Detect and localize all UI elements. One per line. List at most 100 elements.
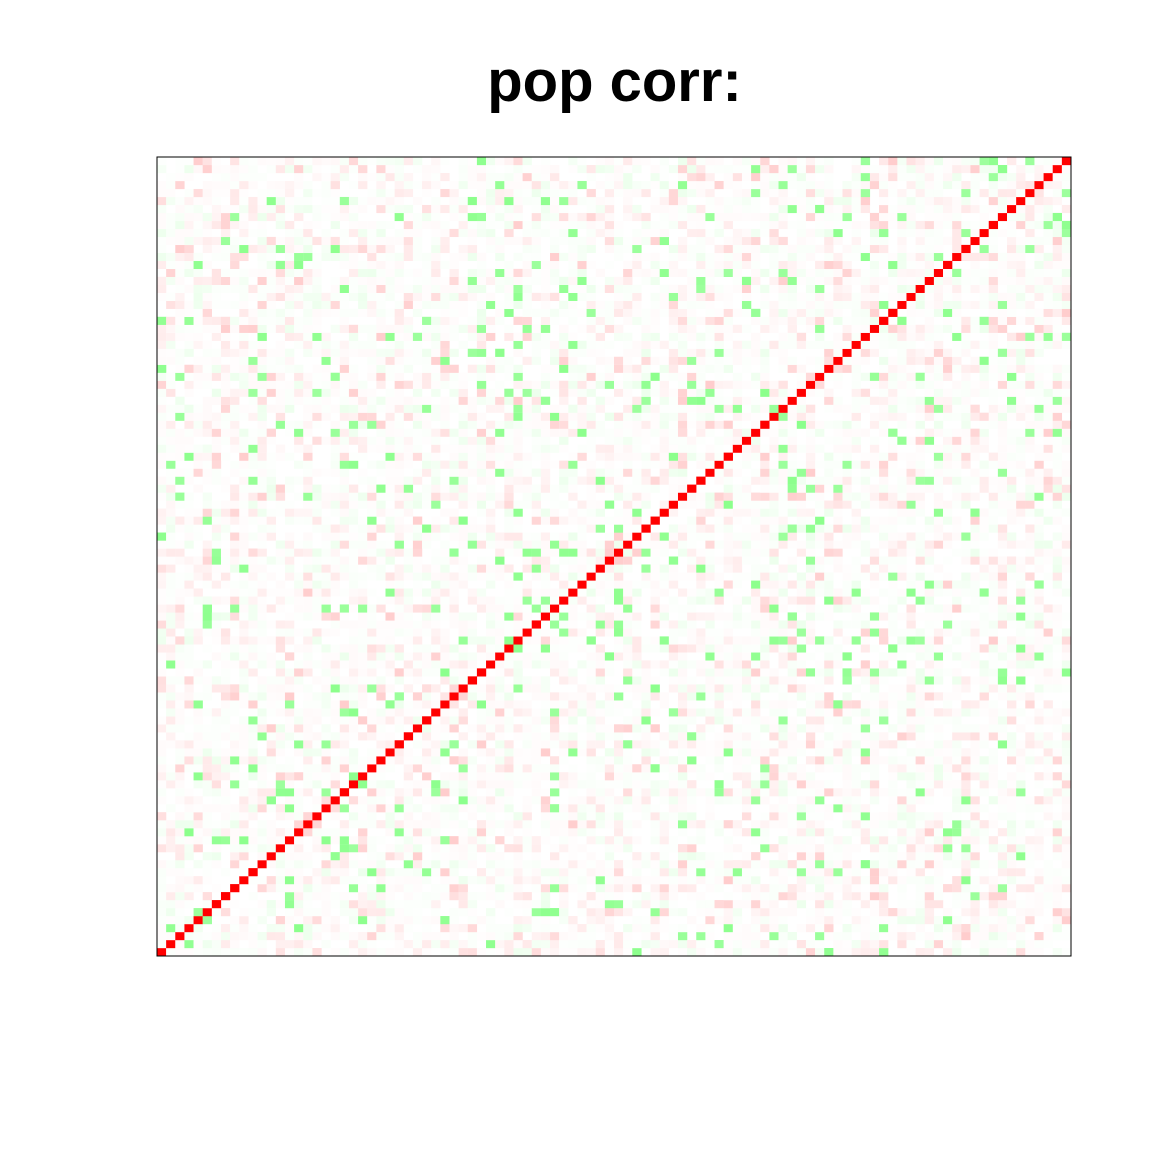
heatmap-cell	[614, 332, 624, 341]
heatmap-cell	[166, 780, 176, 789]
heatmap-cell	[476, 508, 487, 517]
heatmap-cell	[632, 180, 642, 190]
heatmap-cell	[705, 500, 715, 509]
heatmap-cell	[385, 204, 395, 214]
heatmap-cell	[504, 740, 514, 749]
heatmap-cell	[677, 420, 688, 429]
heatmap-cell	[239, 300, 249, 309]
heatmap-cell	[668, 220, 679, 230]
heatmap-cell	[275, 204, 286, 214]
heatmap-cell	[257, 788, 267, 797]
heatmap-cell	[586, 460, 596, 469]
heatmap-cell	[705, 388, 715, 397]
heatmap-cell	[705, 612, 715, 621]
heatmap-diagonal-cell	[284, 836, 295, 845]
heatmap-cell	[604, 396, 615, 405]
heatmap-cell	[385, 252, 395, 262]
heatmap-cell	[230, 836, 240, 845]
heatmap-cell	[266, 180, 276, 190]
heatmap-cell	[659, 636, 669, 645]
heatmap-cell	[367, 540, 377, 549]
heatmap-cell	[687, 172, 697, 182]
heatmap-cell	[257, 804, 267, 813]
heatmap-cell	[157, 740, 167, 749]
heatmap-cell	[550, 940, 560, 949]
heatmap-cell	[458, 636, 468, 645]
heatmap-cell	[385, 157, 395, 166]
heatmap-cell	[284, 404, 295, 413]
heatmap-cell	[239, 676, 249, 685]
heatmap-cell	[668, 412, 679, 421]
heatmap-cell	[687, 612, 697, 621]
heatmap-cell	[586, 316, 596, 325]
heatmap-cell	[385, 820, 395, 829]
heatmap-cell	[367, 652, 377, 661]
heatmap-cell	[495, 284, 505, 293]
heatmap-cell	[166, 948, 176, 957]
heatmap-cell	[476, 460, 487, 469]
heatmap-cell	[403, 764, 414, 773]
heatmap-cell	[568, 780, 578, 789]
heatmap-cell	[220, 724, 231, 733]
heatmap-cell	[449, 652, 459, 661]
heatmap-cell	[275, 548, 286, 557]
heatmap-cell	[641, 916, 651, 925]
heatmap-cell	[275, 500, 286, 509]
heatmap-cell	[440, 157, 450, 166]
heatmap-cell	[412, 556, 423, 565]
heatmap-cell	[175, 748, 185, 757]
heatmap-cell	[522, 772, 532, 781]
heatmap-cell	[230, 404, 240, 413]
heatmap-cell	[248, 596, 258, 605]
heatmap-cell	[230, 644, 240, 653]
heatmap-cell	[294, 276, 304, 285]
heatmap-cell	[312, 932, 322, 941]
heatmap-cell	[248, 196, 258, 206]
heatmap-cell	[614, 524, 624, 533]
heatmap-cell	[412, 756, 423, 765]
heatmap-cell	[367, 268, 377, 277]
heatmap-cell	[449, 548, 459, 557]
heatmap-cell	[348, 764, 359, 773]
heatmap-cell	[394, 260, 404, 270]
heatmap-cell	[632, 588, 642, 597]
heatmap-cell	[403, 684, 414, 693]
heatmap-cell	[412, 284, 423, 293]
heatmap-cell	[422, 396, 432, 405]
heatmap-cell	[531, 764, 542, 773]
heatmap-cell	[339, 532, 350, 541]
heatmap-cell	[321, 796, 331, 805]
heatmap-cell	[403, 612, 414, 621]
heatmap-cell	[321, 540, 331, 549]
heatmap-cell	[367, 188, 377, 198]
heatmap-cell	[294, 676, 304, 685]
heatmap-cell	[348, 348, 359, 357]
heatmap-cell	[248, 908, 258, 917]
heatmap-cell	[458, 252, 468, 262]
heatmap-cell	[696, 372, 706, 381]
heatmap-cell	[614, 580, 624, 589]
heatmap-cell	[696, 900, 706, 909]
heatmap-diagonal-cell	[422, 716, 432, 725]
heatmap-cell	[303, 316, 313, 325]
heatmap-cell	[614, 636, 624, 645]
heatmap-cell	[184, 332, 194, 341]
heatmap-diagonal-cell	[330, 796, 340, 805]
heatmap-cell	[266, 524, 276, 533]
heatmap-cell	[431, 780, 441, 789]
heatmap-cell	[257, 276, 267, 285]
heatmap-cell	[486, 764, 496, 773]
heatmap-cell	[193, 444, 203, 453]
heatmap-cell	[239, 740, 249, 749]
heatmap-cell	[550, 596, 560, 605]
heatmap-cell	[641, 740, 651, 749]
heatmap-cell	[650, 636, 660, 645]
heatmap-cell	[184, 444, 194, 453]
heatmap-cell	[376, 500, 386, 509]
heatmap-cell	[659, 796, 669, 805]
heatmap-cell	[440, 300, 450, 309]
heatmap-cell	[257, 908, 267, 917]
heatmap-cell	[495, 756, 505, 765]
heatmap-cell	[367, 220, 377, 230]
heatmap-cell	[504, 364, 514, 373]
